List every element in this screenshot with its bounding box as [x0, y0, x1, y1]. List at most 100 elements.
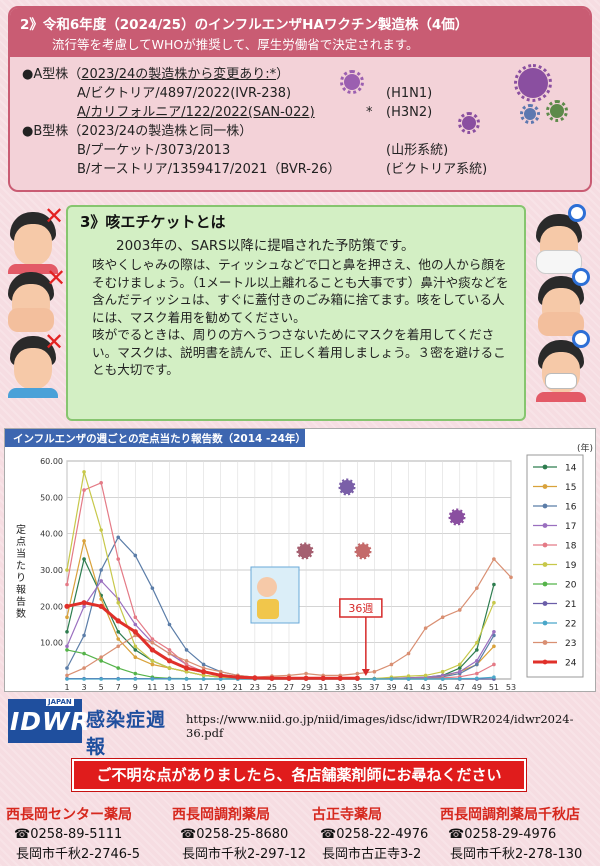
virus-illustration [354, 542, 372, 560]
data-point-24 [286, 675, 292, 681]
data-point-22 [406, 677, 411, 681]
data-point-20 [82, 651, 86, 656]
data-point-17 [82, 604, 86, 609]
data-point-18 [65, 582, 69, 587]
y-tick-label: 50.00 [40, 493, 63, 502]
pharmacy-phone[interactable]: ☎0258-25-8680 [180, 827, 289, 842]
x-tick-label: 17 [199, 683, 209, 692]
pharmacy-list: 西長岡センター薬局 ☎0258-89-5111 長岡市千秋2-2746-5 西長… [0, 804, 600, 866]
data-point-18 [99, 481, 103, 485]
data-point-15 [65, 615, 69, 620]
vaccine-header: 2》令和6年度（2024/25）のインフルエンザHAワクチン製造株（4価） 流行… [10, 8, 590, 57]
data-point-14 [133, 648, 138, 652]
y-tick-label: 10.00 [40, 639, 63, 648]
source-url[interactable]: https://www.niid.go.jp/niid/images/idsc/… [186, 712, 574, 740]
data-point-17 [457, 669, 462, 674]
idwr-logo-mark: IDWR [8, 699, 90, 743]
data-point-18 [150, 637, 155, 641]
data-point-16 [65, 666, 69, 670]
data-point-24 [166, 658, 173, 664]
pharmacy-address: 長岡市千秋2-2746-5 [16, 847, 141, 862]
circle-mark-icon [568, 204, 586, 222]
data-point-24 [303, 675, 309, 681]
data-point-24 [201, 669, 207, 675]
strain-subtype: (ビクトリア系統) [386, 162, 488, 177]
data-point-22 [82, 677, 86, 681]
legend-label-22: 22 [565, 620, 576, 630]
data-point-14 [475, 648, 479, 652]
data-point-18 [492, 662, 496, 667]
data-point-23 [167, 651, 172, 656]
legend-label-17: 17 [565, 522, 576, 532]
y-axis-label-char: 告 [16, 595, 26, 608]
data-point-19 [167, 666, 172, 670]
virus-illustration [458, 112, 480, 134]
sneezing-person-body [257, 599, 279, 619]
data-point-24 [218, 672, 224, 678]
data-point-19 [406, 674, 411, 678]
virus-illustration [340, 70, 364, 94]
coughing-person-illustration [6, 336, 60, 398]
x-tick-label: 51 [489, 683, 499, 692]
x-tick-label: 13 [164, 683, 174, 692]
etiquette-lead: 2003年の、SARS以降に提唱された予防策です。 [116, 238, 415, 254]
legend-label-23: 23 [565, 639, 576, 649]
data-point-23 [184, 659, 189, 663]
series-line-24 [66, 601, 358, 680]
pharmacy-entry: 西長岡センター薬局 ☎0258-89-5111 長岡市千秋2-2746-5 [6, 804, 140, 862]
data-point-17 [65, 644, 69, 649]
virus-illustration [514, 64, 552, 102]
data-point-23 [475, 586, 479, 590]
y-axis-label-char: た [16, 560, 26, 572]
pharmacy-phone[interactable]: ☎0258-22-4976 [320, 827, 429, 842]
x-tick-label: 31 [318, 683, 328, 692]
x-tick-label: 21 [233, 683, 243, 692]
data-point-17 [99, 579, 103, 583]
data-point-24 [337, 675, 343, 681]
strain-row: A/カリフォルニア/122/2022(SAN-022) * (H3N2) [22, 103, 576, 122]
data-point-14 [65, 629, 69, 634]
data-point-17 [133, 622, 138, 627]
pharmacy-address: 長岡市千秋2-297-12 [182, 847, 307, 862]
y-tick-label: 60.00 [40, 457, 63, 466]
virus-illustration [338, 478, 356, 496]
data-point-23 [372, 669, 377, 674]
data-point-15 [150, 662, 155, 667]
pharmacy-name: 西長岡センター薬局 [6, 807, 132, 823]
data-point-16 [133, 553, 138, 558]
type-a-label: ●A型株（2023/24の製造株から変更あり:*） [22, 65, 576, 84]
pharmacy-phone[interactable]: ☎0258-89-5111 [14, 827, 123, 842]
data-point-15 [492, 644, 496, 649]
idwr-logo-name: 感染症週報 [86, 709, 167, 758]
idwr-logo-japan: JAPAN [46, 698, 74, 706]
data-point-18 [116, 557, 121, 561]
data-point-24 [252, 675, 258, 681]
strain-name: A/カリフォルニア/122/2022(SAN-022) [77, 105, 315, 120]
x-tick-label: 25 [267, 683, 277, 692]
legend-marker-20 [542, 581, 548, 587]
data-point-19 [201, 673, 206, 678]
data-point-23 [218, 669, 223, 674]
strain-name: B/オーストリア/1359417/2021（BVR-26） [77, 162, 341, 177]
legend-marker-21 [542, 601, 548, 606]
data-point-15 [116, 637, 121, 641]
data-point-14 [457, 666, 462, 670]
data-point-16 [184, 648, 189, 652]
pharmacy-phone[interactable]: ☎0258-29-4976 [448, 827, 557, 842]
x-tick-label: 37 [369, 683, 379, 692]
y-axis-label-char: 報 [16, 584, 26, 596]
etiquette-paragraph: 咳がでるときは、周りの方へうつさないためにマスクを着用してください。マスクは、説… [92, 327, 506, 377]
legend-box [526, 454, 584, 678]
strain-subtype: (山形系統) [386, 143, 449, 158]
x-tick-label: 11 [147, 683, 157, 692]
strain-row: B/オーストリア/1359417/2021（BVR-26） (ビクトリア系統) [22, 160, 576, 179]
legend-marker-17 [542, 523, 548, 528]
legend-label-18: 18 [565, 542, 577, 552]
data-point-19 [65, 568, 69, 572]
data-point-17 [492, 629, 496, 634]
data-point-22 [116, 677, 121, 681]
source-row: IDWR JAPAN 感染症週報 https://www.niid.go.jp/… [8, 697, 592, 758]
y-tick-label: 30.00 [40, 566, 63, 575]
type-a-change-note: 2023/24の製造株から変更あり:* [81, 67, 277, 82]
x-tick-label: 45 [438, 683, 448, 692]
